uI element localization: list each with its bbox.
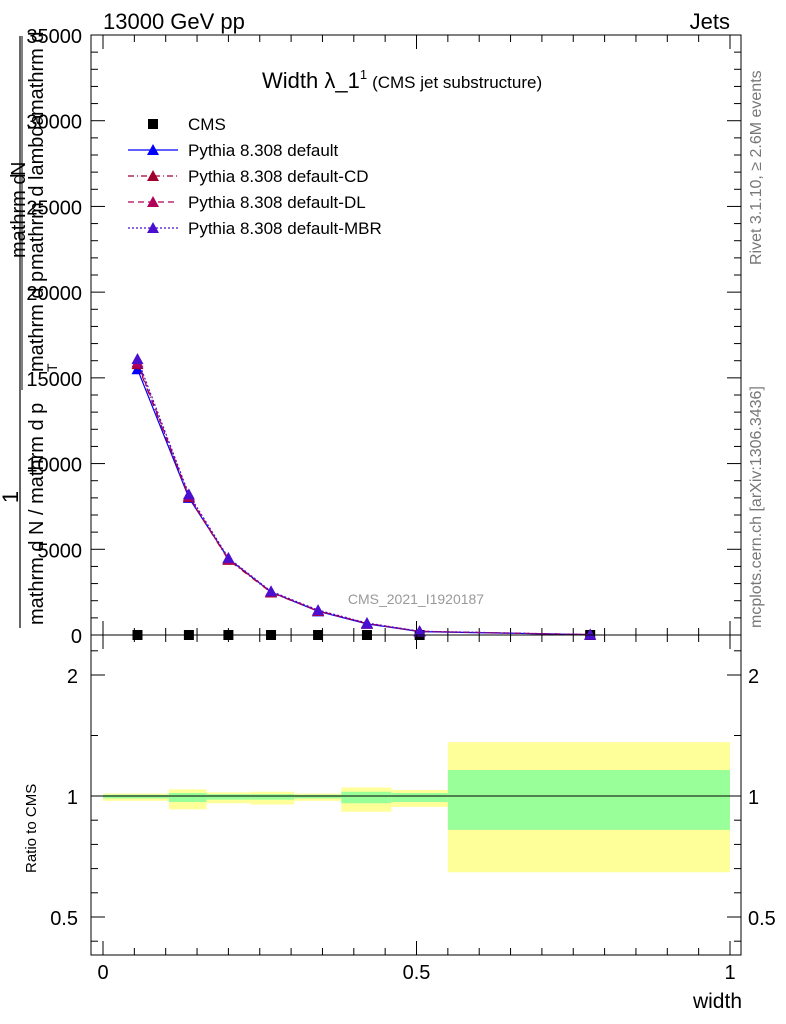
data-point-pythia-8-308-default-mbr [413, 625, 426, 637]
ratio-ticks [91, 635, 741, 955]
y-label-numerator-2: N [8, 162, 30, 176]
chart-title-sub: (CMS jet substructure) [372, 73, 542, 92]
chart-title-main: Width λ_1 [262, 68, 360, 93]
series-line-pythia-8-308-default-dl [136, 362, 591, 636]
legend-item-default-dl: Pythia 8.308 default-DL [128, 193, 366, 212]
ratio-band-green [103, 794, 169, 799]
chart-title-sup: 1 [360, 67, 367, 82]
ratio-y-tick-label-right: 2 [748, 666, 759, 688]
legend-default-cd-marker [147, 170, 159, 181]
mcplots-label: mcplots.cern.ch [arXiv:1306.3436] [748, 386, 765, 628]
y-label-line-1: mathrm d N / mathrm d p [26, 403, 48, 625]
ratio-y-tick-labels: 0.5 0.5 1 1 2 2 [50, 666, 776, 930]
main-y-tick-label: 5000 [38, 540, 83, 562]
data-point-pythia-8-308-default-mbr [222, 551, 235, 563]
ratio-y-tick-label-right: 1 [748, 787, 759, 809]
ratio-y-tick-label: 2 [67, 666, 78, 688]
legend-item-default-cd: Pythia 8.308 default-CD [128, 167, 369, 186]
legend-default-label: Pythia 8.308 default [188, 141, 339, 160]
data-point-pythia-8-308-default-mbr [584, 628, 597, 640]
legend-item-default: Pythia 8.308 default [128, 141, 339, 160]
ratio-band-green [206, 794, 251, 800]
data-point-pythia-8-308-default-mbr [312, 604, 325, 616]
y-label-line-2: mathrm d p [26, 271, 48, 372]
legend-item-cms: CMS [148, 115, 226, 134]
data-point-pythia-8-308-default-mbr [131, 353, 144, 364]
main-y-tick-label: 0 [71, 626, 82, 648]
legend-item-default-mbr: Pythia 8.308 default-MBR [128, 219, 382, 238]
series-line-pythia-8-308-default-mbr [136, 358, 591, 636]
ratio-band-green [447, 769, 730, 830]
ratio-band-green [250, 794, 295, 800]
main-y-axis-label: 1 mathrm d N / mathrm d p mathrm d p mat… [0, 32, 60, 628]
ratio-y-tick-label-right: 0.5 [748, 908, 776, 930]
legend-cms-label: CMS [188, 115, 226, 134]
series-layer [131, 353, 597, 640]
ratio-x-tick-label: 0.5 [403, 962, 431, 984]
main-y-tick-label: 30000 [26, 112, 82, 134]
ratio-x-tick-label: 0 [97, 962, 108, 984]
ratio-y-tick-label: 1 [67, 787, 78, 809]
ratio-y-tick-label: 0.5 [50, 908, 78, 930]
ratio-x-tick-labels: 0 0.5 1 [97, 962, 735, 984]
header-right: Jets [690, 9, 730, 34]
data-point-pythia-8-308-default-mbr [360, 617, 373, 628]
legend-default-cd-label: Pythia 8.308 default-CD [188, 167, 369, 186]
y-label-line-3: mathrm d lambda [26, 114, 48, 270]
data-point-pythia-8-308-default-mbr [182, 488, 195, 500]
data-point-pythia-8-308-default-mbr [265, 585, 278, 597]
ratio-band-green [294, 794, 342, 799]
legend-default-marker [147, 144, 159, 155]
ratio-panel: 0.5 0.51 12 2 0 0.5 1 Ratio to CMS width [23, 634, 776, 1013]
header-left: 13000 GeV pp [103, 9, 245, 34]
series-line-pythia-8-308-default-cd [136, 363, 591, 636]
legend-default-dl-label: Pythia 8.308 default-DL [188, 193, 366, 212]
main-y-tick-label: 20000 [26, 283, 82, 305]
ratio-band-green [168, 792, 207, 803]
legend-default-dl-marker [147, 196, 159, 207]
analysis-watermark: CMS_2021_I1920187 [348, 591, 484, 607]
ratio-x-tick-label: 1 [724, 962, 735, 984]
ratio-bands [103, 742, 730, 873]
ratio-y-label: Ratio to CMS [23, 784, 40, 873]
chart-title: Width λ_11 (CMS jet substructure) [262, 67, 542, 93]
main-y-tick-labels: 0 5000 10000 15000 20000 25000 30000 35000 [26, 26, 82, 648]
ratio-band-green [341, 791, 392, 804]
rivet-label: Rivet 3.1.10, ≥ 2.6M events [748, 70, 765, 265]
x-axis-label: width [692, 990, 742, 1013]
main-y-tick-label: 10000 [26, 455, 82, 477]
y-label-line-4: mathrm d [26, 32, 48, 116]
main-y-tick-label: 25000 [26, 197, 82, 219]
main-y-tick-label: 35000 [26, 26, 82, 48]
main-panel: 0 5000 10000 15000 20000 25000 30000 35000 Widt… [0, 26, 742, 648]
ratio-band-green [391, 792, 448, 803]
y-label-numerator-1: mathrm d [8, 174, 30, 258]
legend-default-mbr-label: Pythia 8.308 default-MBR [188, 219, 382, 238]
legend-cms-marker [148, 119, 158, 129]
y-label-one: 1 [0, 491, 23, 503]
legend-default-mbr-marker [147, 222, 159, 233]
main-y-tick-label: 15000 [26, 369, 82, 391]
y-label-line-5: T [44, 363, 60, 372]
ratio-frame [90, 634, 742, 956]
legend: CMS Pythia 8.308 default Pythia 8.308 de… [128, 115, 382, 238]
